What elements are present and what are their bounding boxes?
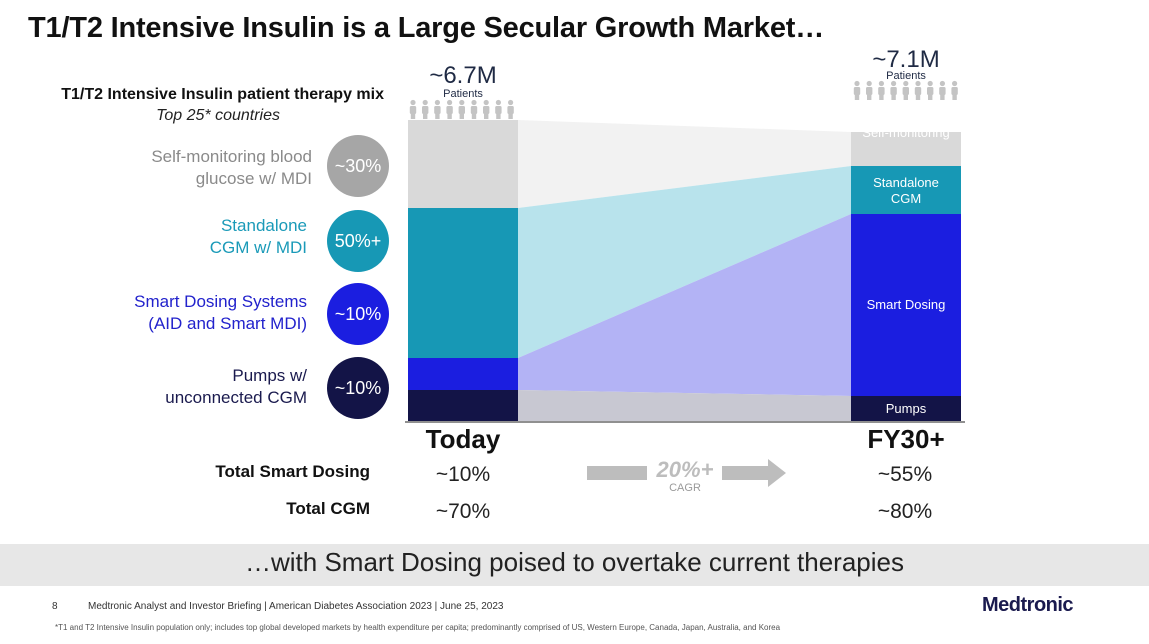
fy30-label-pumps: Pumps <box>885 401 927 416</box>
fy30-label-standalone-line1: Standalone <box>873 175 939 190</box>
fy30-patients-label: Patients <box>886 70 926 82</box>
pct-circle-standalone-cgm: 50%+ <box>327 210 389 272</box>
people-icons-fy30 <box>853 80 958 100</box>
person-icon <box>458 99 465 119</box>
flow-self-monitoring <box>518 120 851 208</box>
total-cgm-label: Total CGM <box>286 499 370 518</box>
person-icon <box>866 80 873 100</box>
category-pumps: Pumps w/ unconnected CGM <box>12 365 307 409</box>
person-icon <box>507 99 514 119</box>
person-icon <box>483 99 490 119</box>
mix-subtitle: Top 25* countries <box>156 107 280 124</box>
footnote: *T1 and T2 Intensive Insulin population … <box>55 623 781 632</box>
category-standalone-cgm: Standalone CGM w/ MDI <box>12 215 307 259</box>
cagr-value: 20%+ <box>656 457 714 482</box>
today-total-cgm: ~70% <box>435 500 491 523</box>
medtronic-logo: Medtronic <box>982 594 1074 616</box>
pct-circle-self-monitoring: ~30% <box>327 135 389 197</box>
person-icon <box>902 80 909 100</box>
therapy-mix-chart <box>405 80 965 487</box>
pct-circle-smart-dosing: ~10% <box>327 283 389 345</box>
today-total-smart-dosing: ~10% <box>435 463 491 486</box>
page-number: 8 <box>52 601 58 612</box>
flow-smart-dosing <box>518 214 851 396</box>
fy30-total-smart-dosing: ~55% <box>877 463 933 486</box>
person-icon <box>422 99 429 119</box>
person-icon <box>878 80 885 100</box>
banner-background <box>0 544 1149 586</box>
fy30-smart-dosing-bar <box>851 214 961 396</box>
person-icon <box>890 80 897 100</box>
category-label-line2: unconnected CGM <box>165 388 307 407</box>
fy30-self-monitoring-bar <box>851 132 961 166</box>
fy30-label-smart-dosing: Smart Dosing <box>866 297 946 312</box>
fy30-label-standalone-line2: CGM <box>890 191 922 206</box>
today-patients-label: Patients <box>443 88 483 100</box>
person-icon <box>914 80 922 100</box>
fy30-patients-value: ~7.1M <box>872 46 940 73</box>
category-label-line1: Standalone <box>220 216 307 235</box>
fy30-total-cgm: ~80% <box>877 500 933 523</box>
category-label-line1: Smart Dosing Systems <box>134 292 307 311</box>
mix-title: T1/T2 Intensive Insulin patient therapy … <box>61 86 384 103</box>
pct-circle-pumps: ~10% <box>327 357 389 419</box>
category-self-monitoring: Self-monitoring blood glucose w/ MDI <box>12 146 312 190</box>
today-smart-dosing-bar <box>408 358 518 390</box>
category-label-line2: CGM w/ MDI <box>209 238 307 257</box>
person-icon <box>853 80 861 100</box>
today-self-monitoring-bar <box>408 120 518 208</box>
fy30-label-self-monitoring: Self-monitoring <box>862 125 950 140</box>
total-smart-dosing-label: Total Smart Dosing <box>215 462 370 481</box>
page-title: T1/T2 Intensive Insulin is a Large Secul… <box>28 12 824 44</box>
fy30-pumps-bar <box>851 396 961 421</box>
today-heading: Today <box>425 424 501 454</box>
person-icon <box>434 99 441 119</box>
person-icon <box>927 80 934 100</box>
category-smart-dosing: Smart Dosing Systems (AID and Smart MDI) <box>12 291 307 335</box>
fy30-heading: FY30+ <box>867 424 945 454</box>
person-icon <box>409 99 417 119</box>
today-standalone-bar <box>408 208 518 358</box>
cagr-label: CAGR <box>669 482 701 494</box>
flow-pumps <box>518 390 851 421</box>
person-icon <box>470 99 478 119</box>
category-label-line1: Pumps w/ <box>232 366 307 385</box>
today-pumps-bar <box>408 390 518 421</box>
fy30-label-standalone: Standalone CGM <box>851 175 961 207</box>
category-label-line2: glucose w/ MDI <box>195 169 312 188</box>
banner-text: …with Smart Dosing poised to overtake cu… <box>245 547 904 577</box>
people-icons-today <box>409 99 514 119</box>
footer-text: Medtronic Analyst and Investor Briefing … <box>88 601 504 612</box>
person-icon <box>939 80 946 100</box>
person-icon <box>495 99 502 119</box>
fy30-standalone-bar <box>851 166 961 214</box>
flow-standalone-cgm <box>518 166 851 358</box>
today-patients-value: ~6.7M <box>429 62 497 89</box>
person-icon <box>951 80 958 100</box>
category-label-line1: Self-monitoring blood <box>151 147 312 166</box>
person-icon <box>446 99 453 119</box>
category-label-line2: (AID and Smart MDI) <box>148 314 307 333</box>
arrow-right-icon <box>587 459 786 487</box>
